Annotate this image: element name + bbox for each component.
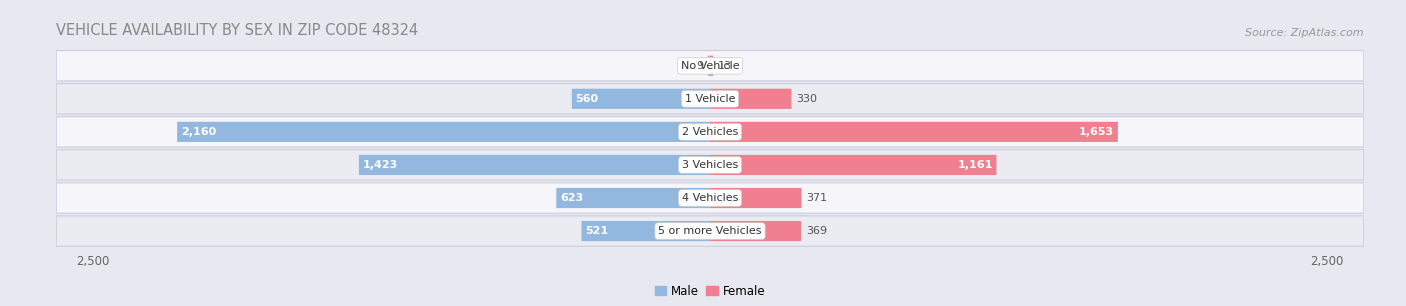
Text: 1,423: 1,423 xyxy=(363,160,398,170)
FancyBboxPatch shape xyxy=(56,50,1364,81)
FancyBboxPatch shape xyxy=(710,56,713,76)
Text: 369: 369 xyxy=(806,226,827,236)
FancyBboxPatch shape xyxy=(359,155,710,175)
FancyBboxPatch shape xyxy=(572,89,710,109)
Text: 623: 623 xyxy=(560,193,583,203)
FancyBboxPatch shape xyxy=(707,56,710,76)
Text: 560: 560 xyxy=(575,94,599,104)
Text: 2,160: 2,160 xyxy=(181,127,217,137)
Text: 1 Vehicle: 1 Vehicle xyxy=(685,94,735,104)
Text: No Vehicle: No Vehicle xyxy=(681,61,740,71)
FancyBboxPatch shape xyxy=(177,122,710,142)
FancyBboxPatch shape xyxy=(56,216,1364,246)
Text: 371: 371 xyxy=(807,193,828,203)
Text: 1,161: 1,161 xyxy=(957,160,993,170)
FancyBboxPatch shape xyxy=(557,188,710,208)
Text: 13: 13 xyxy=(718,61,733,71)
Text: 2 Vehicles: 2 Vehicles xyxy=(682,127,738,137)
FancyBboxPatch shape xyxy=(56,84,1364,114)
Text: 330: 330 xyxy=(796,94,817,104)
FancyBboxPatch shape xyxy=(710,122,1118,142)
Text: 521: 521 xyxy=(585,226,609,236)
FancyBboxPatch shape xyxy=(56,117,1364,147)
FancyBboxPatch shape xyxy=(56,183,1364,213)
FancyBboxPatch shape xyxy=(710,155,997,175)
FancyBboxPatch shape xyxy=(56,150,1364,180)
Text: Source: ZipAtlas.com: Source: ZipAtlas.com xyxy=(1246,28,1364,38)
FancyBboxPatch shape xyxy=(710,188,801,208)
Text: 5 or more Vehicles: 5 or more Vehicles xyxy=(658,226,762,236)
FancyBboxPatch shape xyxy=(710,89,792,109)
Text: VEHICLE AVAILABILITY BY SEX IN ZIP CODE 48324: VEHICLE AVAILABILITY BY SEX IN ZIP CODE … xyxy=(56,23,419,38)
Legend: Male, Female: Male, Female xyxy=(650,280,770,302)
Text: 4 Vehicles: 4 Vehicles xyxy=(682,193,738,203)
FancyBboxPatch shape xyxy=(710,221,801,241)
Text: 9: 9 xyxy=(696,61,703,71)
Text: 1,653: 1,653 xyxy=(1078,127,1114,137)
FancyBboxPatch shape xyxy=(582,221,710,241)
Text: 3 Vehicles: 3 Vehicles xyxy=(682,160,738,170)
